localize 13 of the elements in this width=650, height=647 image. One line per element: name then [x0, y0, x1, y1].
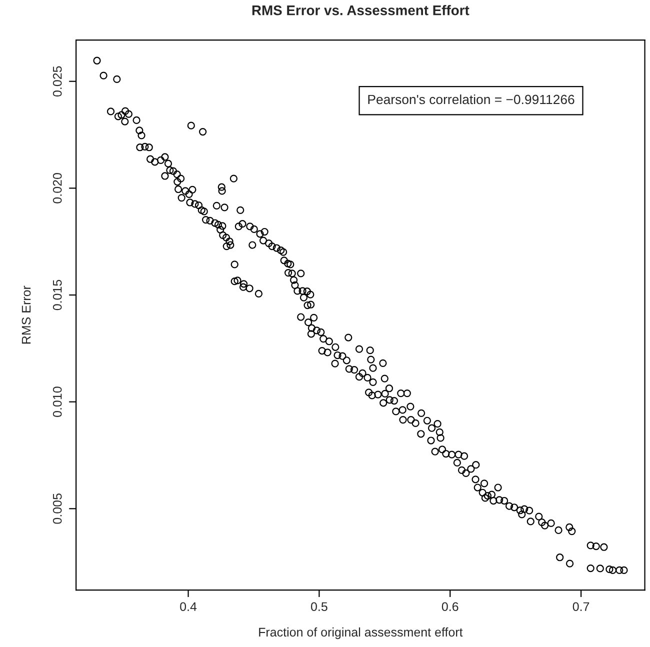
x-axis-title: Fraction of original assessment effort: [259, 627, 463, 640]
x-tick-label: 0.4: [180, 602, 197, 612]
y-tick-label: 0.005: [52, 494, 62, 524]
annotation: Pearson's correlation = −0.9911266: [368, 94, 574, 104]
x-tick-label: 0.6: [442, 602, 458, 612]
y-tick-label: 0.020: [52, 173, 62, 204]
y-tick-label: 0.015: [52, 280, 62, 310]
x-tick-label: 0.7: [572, 602, 590, 612]
y-tick-label: 0.010: [52, 386, 62, 417]
y-axis-title: RMS Error: [22, 286, 31, 344]
x-tick-label: 0.5: [310, 602, 328, 612]
chart-title: RMS Error vs. Assessment Effort: [252, 5, 470, 16]
y-tick-label: 0.025: [52, 66, 62, 96]
